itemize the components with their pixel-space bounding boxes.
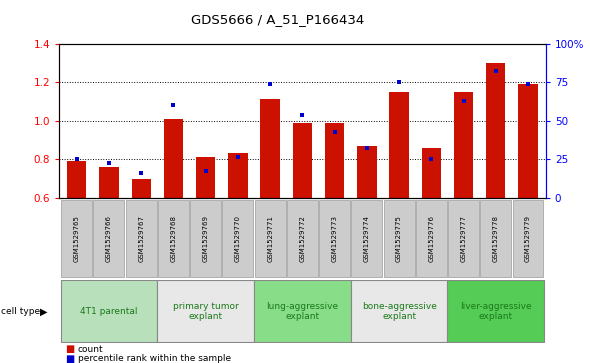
Bar: [448, 200, 479, 277]
Text: bone-aggressive
explant: bone-aggressive explant: [362, 302, 437, 321]
Text: percentile rank within the sample: percentile rank within the sample: [78, 354, 231, 363]
Text: count: count: [78, 345, 103, 354]
Bar: [254, 280, 350, 342]
Text: primary tumor
explant: primary tumor explant: [173, 302, 238, 321]
Text: GSM1529771: GSM1529771: [267, 215, 273, 262]
Text: liver-aggressive
explant: liver-aggressive explant: [460, 302, 532, 321]
Bar: [422, 148, 441, 198]
Text: GSM1529777: GSM1529777: [461, 215, 467, 262]
Text: GSM1529767: GSM1529767: [138, 215, 144, 262]
Bar: [61, 280, 158, 342]
Bar: [480, 200, 512, 277]
Bar: [93, 200, 124, 277]
Bar: [158, 200, 189, 277]
Bar: [158, 280, 254, 342]
Text: ■: ■: [65, 344, 74, 354]
Text: GSM1529770: GSM1529770: [235, 215, 241, 262]
Bar: [222, 200, 253, 277]
Bar: [67, 161, 86, 198]
Text: cell type: cell type: [1, 307, 40, 316]
Bar: [519, 84, 537, 198]
Bar: [126, 200, 157, 277]
Bar: [384, 200, 415, 277]
Bar: [132, 179, 151, 198]
Text: GDS5666 / A_51_P166434: GDS5666 / A_51_P166434: [191, 13, 364, 26]
Text: GSM1529766: GSM1529766: [106, 215, 112, 262]
Bar: [99, 167, 119, 198]
Bar: [352, 200, 382, 277]
Text: GSM1529779: GSM1529779: [525, 215, 531, 262]
Bar: [350, 280, 447, 342]
Text: GSM1529773: GSM1529773: [332, 215, 337, 262]
Bar: [325, 123, 345, 198]
Bar: [287, 200, 318, 277]
Bar: [293, 123, 312, 198]
Text: 4T1 parental: 4T1 parental: [80, 307, 137, 316]
Text: ■: ■: [65, 354, 74, 363]
Bar: [61, 200, 92, 277]
Text: GSM1529776: GSM1529776: [428, 215, 434, 262]
Bar: [486, 63, 506, 198]
Text: ▶: ▶: [40, 306, 48, 316]
Bar: [255, 200, 286, 277]
Text: GSM1529768: GSM1529768: [171, 215, 176, 262]
Bar: [190, 200, 221, 277]
Bar: [164, 119, 183, 198]
Bar: [454, 92, 473, 198]
Bar: [513, 200, 543, 277]
Bar: [228, 154, 248, 198]
Text: lung-aggressive
explant: lung-aggressive explant: [266, 302, 339, 321]
Text: GSM1529765: GSM1529765: [74, 215, 80, 262]
Bar: [447, 280, 544, 342]
Bar: [389, 92, 409, 198]
Bar: [357, 146, 376, 198]
Text: GSM1529772: GSM1529772: [299, 215, 306, 262]
Bar: [416, 200, 447, 277]
Bar: [196, 157, 215, 198]
Bar: [260, 99, 280, 198]
Text: GSM1529774: GSM1529774: [364, 215, 370, 262]
Text: GSM1529769: GSM1529769: [203, 215, 209, 262]
Text: GSM1529775: GSM1529775: [396, 215, 402, 262]
Bar: [319, 200, 350, 277]
Text: GSM1529778: GSM1529778: [493, 215, 499, 262]
